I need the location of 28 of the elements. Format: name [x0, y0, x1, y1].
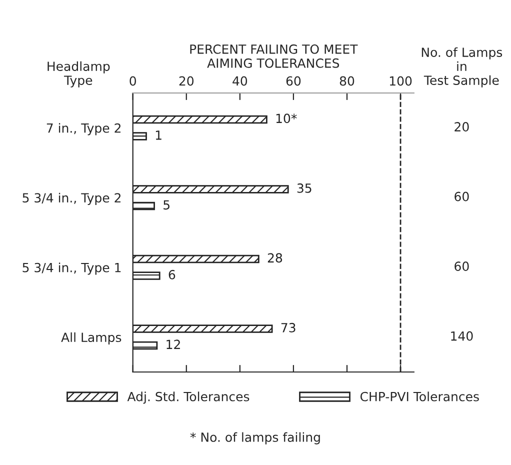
x-tick-label: 80 [340, 76, 354, 86]
y-tick-label: 7 in., Type 2 [46, 123, 120, 136]
annotation: 1 [156, 130, 162, 140]
annotation: 6 [168, 270, 176, 280]
y2-tick-label: 60 [454, 262, 469, 271]
y-axis-title: Headlamp Type [48, 61, 110, 88]
annotation: 12 [166, 340, 180, 349]
x-tick-label: 100 [390, 76, 412, 86]
y2-axis-title: No. of Lamps in Test Sample [422, 47, 502, 88]
annotation: 10* [276, 114, 297, 124]
text: * No. of lamps failing [190, 432, 320, 444]
y-tick-label: All Lamps [61, 332, 122, 344]
y2-tick-label: 60 [454, 192, 469, 202]
x-axis-title: PERCENT FAILING TO MEET AIMING TOLERANCES [190, 44, 358, 68]
x-tick-label: 20 [179, 76, 194, 86]
legend-label: Adj. Std. Tolerances [127, 392, 250, 404]
annotation: 35 [297, 183, 312, 193]
y2-tick-label: 20 [454, 122, 469, 132]
y-tick-label: 5 3/4 in., Type 2 [22, 192, 120, 205]
y-tick-label: 5 3/4 in., Type 1 [22, 262, 121, 275]
annotation: 28 [268, 253, 282, 263]
legend-label: CHP-PVI Tolerances [360, 392, 479, 402]
x-tick-label: 60 [286, 76, 301, 86]
y2-tick-label: 140 [451, 331, 473, 341]
annotation: 73 [281, 322, 296, 332]
annotation: 5 [164, 200, 170, 210]
x-tick-label: 0 [130, 76, 136, 86]
x-tick-label: 40 [232, 76, 248, 86]
